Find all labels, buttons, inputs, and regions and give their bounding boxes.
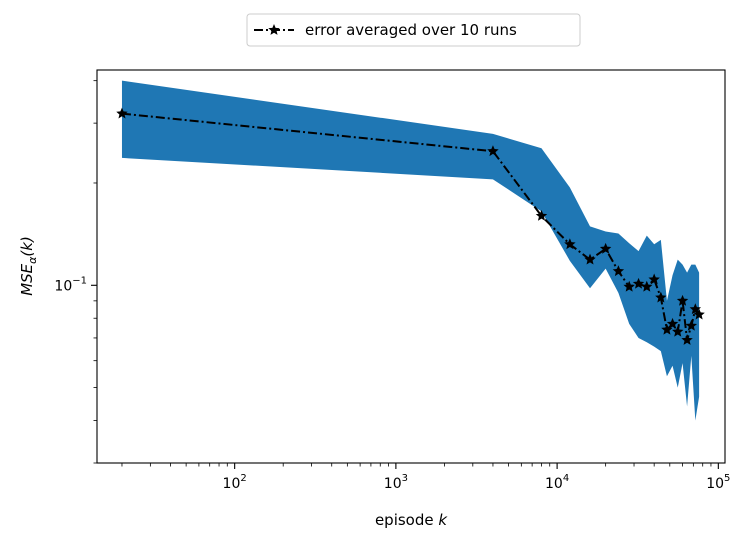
- data-point: [623, 280, 635, 292]
- y-tick-label: 10−1: [54, 275, 87, 294]
- data-point: [564, 238, 576, 250]
- plot-frame: [96, 69, 726, 464]
- legend-star-marker: [268, 24, 280, 35]
- x-tick-label: 103: [384, 473, 408, 492]
- x-axis-label: episode k: [375, 511, 448, 529]
- legend-series-label: error averaged over 10 runs: [305, 21, 517, 39]
- x-axis-ticks: 102 103 104 105: [121, 463, 730, 492]
- data-point: [599, 242, 612, 254]
- series-line: [121, 112, 700, 341]
- data-point: [612, 265, 625, 277]
- x-tick-label: 102: [223, 473, 247, 492]
- x-tick-label: 105: [706, 473, 730, 492]
- data-point: [116, 107, 128, 119]
- data-point: [666, 317, 679, 329]
- legend: error averaged over 10 runs: [246, 13, 581, 47]
- data-point: [661, 323, 673, 335]
- data-point: [487, 145, 499, 157]
- y-axis-ticks: 10−1: [54, 80, 97, 464]
- series-line-layer: [121, 112, 700, 341]
- data-point: [584, 253, 596, 265]
- data-point: [693, 308, 705, 320]
- legend-box: [246, 13, 581, 47]
- series-marker-layer: [116, 107, 705, 345]
- data-point: [685, 319, 698, 331]
- data-point: [676, 294, 689, 306]
- data-point: [648, 273, 660, 285]
- error-band: [121, 80, 700, 421]
- data-point: [641, 280, 653, 292]
- data-point: [632, 277, 645, 289]
- x-tick-label: 104: [545, 473, 569, 492]
- error-band-layer: [121, 80, 700, 421]
- data-point: [681, 334, 693, 345]
- y-axis-label: MSEα(k): [18, 236, 39, 296]
- data-point: [535, 209, 548, 221]
- data-point: [672, 325, 684, 337]
- data-point: [655, 291, 667, 303]
